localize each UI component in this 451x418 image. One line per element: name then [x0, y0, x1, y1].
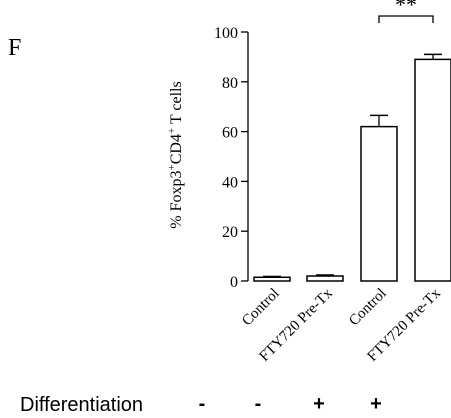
- significance-bracket: **: [378, 0, 434, 23]
- bracket-line: [378, 15, 434, 23]
- differentiation-sign: -: [199, 393, 206, 415]
- y-tick-label: 0: [230, 274, 238, 291]
- bars: [253, 53, 451, 282]
- bar: [414, 58, 451, 282]
- y-tick-label: 60: [222, 125, 238, 142]
- y-tick-label: 40: [222, 174, 238, 191]
- bar: [253, 276, 291, 282]
- bar: [306, 275, 344, 282]
- differentiation-sign: +: [370, 393, 382, 415]
- panel-label: F: [8, 35, 21, 61]
- y-tick-label: 80: [222, 75, 238, 92]
- bar: [360, 125, 398, 282]
- y-ticks: 0 20 40 60 80 100: [214, 25, 248, 291]
- differentiation-sign: +: [313, 393, 325, 415]
- x-tick-label: Control: [346, 286, 390, 330]
- differentiation-signs: - - + +: [199, 393, 382, 415]
- differentiation-label: Differentiation: [20, 394, 143, 416]
- differentiation-sign: -: [255, 393, 262, 415]
- y-tick-label: 20: [222, 224, 238, 241]
- y-axis-label: % Foxp3+CD4+ T cells: [166, 81, 185, 228]
- x-tick-label: Control: [239, 286, 283, 330]
- y-tick-label: 100: [214, 25, 238, 42]
- significance-label: **: [395, 0, 417, 17]
